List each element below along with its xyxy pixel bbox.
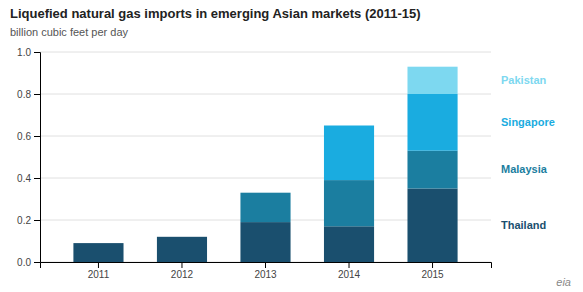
tick: 2011: [88, 262, 110, 280]
tick-label: 1.0: [17, 47, 31, 58]
axis-line: [41, 263, 492, 269]
chart: Liquefied natural gas imports in emergin…: [0, 0, 583, 292]
subtitle: billion cubic feet per day: [10, 26, 129, 38]
tick-mark: [34, 52, 40, 53]
tick-mark: [98, 262, 99, 268]
tick: 2014: [338, 262, 361, 280]
tick: 1.0: [17, 47, 40, 58]
legend-entry: Pakistan: [501, 74, 547, 86]
tick-label: 2014: [338, 269, 361, 280]
tick: 2013: [254, 262, 277, 280]
bar: [324, 226, 374, 262]
tick: 0.2: [17, 215, 40, 226]
tick-mark: [265, 262, 266, 268]
bar: [407, 151, 457, 189]
tick-mark: [432, 262, 433, 268]
plot: 0.0 0.2 0.4 0.6 0.8 1.0 2011 2012 2013 2014 2015: [17, 47, 491, 280]
tick-label: 0.8: [17, 89, 31, 100]
bar: [407, 94, 457, 151]
bar: [157, 236, 207, 237]
series: [324, 94, 458, 180]
tick-mark: [34, 220, 40, 221]
tick-mark: [349, 262, 350, 268]
bar: [240, 193, 290, 222]
tick-mark: [34, 94, 40, 95]
bar: [324, 126, 374, 181]
tick-label: 2015: [421, 269, 444, 280]
tick-mark: [34, 136, 40, 137]
bar: [407, 189, 457, 263]
bar: [240, 192, 290, 193]
tick: 0.0: [17, 257, 40, 268]
tick-label: 2012: [171, 269, 194, 280]
tick: 2015: [421, 262, 444, 280]
bar: [324, 125, 374, 126]
tick: 0.8: [17, 89, 40, 100]
tick-mark: [181, 262, 182, 268]
bar: [73, 243, 123, 262]
legend-entry: Singapore: [501, 116, 555, 128]
bar: [407, 67, 457, 94]
tick-label: 0.0: [17, 257, 31, 268]
bar: [73, 243, 123, 244]
annotation: eia: [556, 276, 571, 288]
tick-label: 0.2: [17, 215, 31, 226]
bar: [157, 236, 207, 237]
bar: [240, 192, 290, 193]
bars: [73, 67, 457, 262]
bar: [157, 237, 207, 262]
tick: 0.6: [17, 131, 40, 142]
series: [73, 189, 457, 263]
tick-label: 2013: [254, 269, 277, 280]
tick: 2012: [171, 262, 194, 280]
legend-entry: Malaysia: [501, 163, 548, 175]
title: Liquefied natural gas imports in emergin…: [10, 6, 421, 21]
axis-line: [34, 53, 41, 263]
bar: [324, 180, 374, 226]
bar: [73, 243, 123, 244]
series: [407, 67, 457, 94]
grid-line: [40, 52, 491, 53]
legend-entry: Thailand: [501, 219, 546, 231]
tick-mark: [34, 178, 40, 179]
tick-label: 0.4: [17, 173, 31, 184]
tick-label: 2011: [88, 269, 110, 280]
tick-label: 0.6: [17, 131, 31, 142]
bar: [73, 243, 123, 244]
x-axis: 2011 2012 2013 2014 2015: [41, 262, 492, 280]
bar: [157, 236, 207, 237]
bar: [240, 222, 290, 262]
tick: 0.4: [17, 173, 40, 184]
tick-mark: [34, 262, 40, 263]
grid: [40, 52, 491, 262]
y-axis: 0.0 0.2 0.4 0.6 0.8 1.0: [17, 47, 40, 268]
legend: Pakistan Singapore Malaysia Thailand: [501, 74, 555, 231]
